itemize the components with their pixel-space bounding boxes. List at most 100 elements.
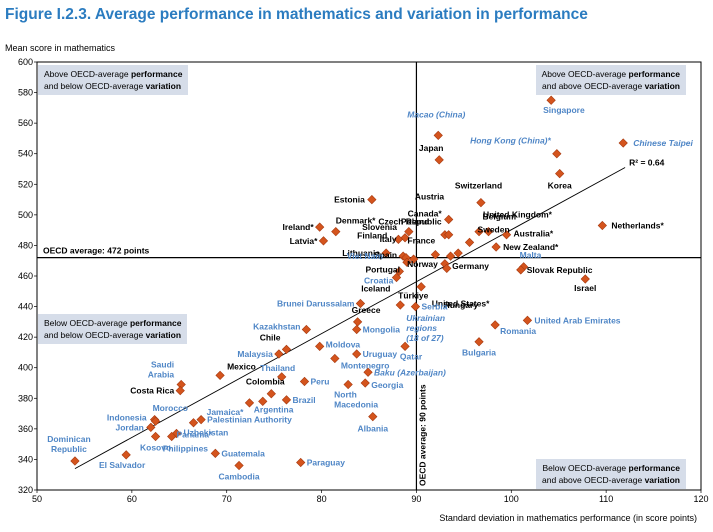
point-label: Spain [374,250,397,260]
data-point [368,412,378,422]
point-label: Brazil [292,395,315,405]
point-label: Australia* [514,229,554,239]
point-label: Austria [415,192,445,202]
x-tick-label: 80 [317,494,327,504]
point-label: Panama* [176,429,213,439]
point-label: Morocco [153,403,188,413]
point-label: Mexico [227,361,256,371]
y-tick-label: 320 [18,485,33,495]
data-point [167,431,177,442]
point-label: Kazakhstan [253,322,300,332]
data-point [476,198,486,208]
data-point [474,337,484,347]
data-point [299,376,310,387]
data-point [352,317,363,327]
point-label: Kosovo [140,443,171,453]
point-label: Greece [352,305,381,315]
y-tick-label: 540 [18,149,33,159]
y-axis-title: Mean score in mathematics [5,43,116,53]
point-label: Sweden [478,224,510,234]
point-label: Argentina [254,404,294,414]
point-label: New Zealand* [503,242,559,252]
data-point [442,263,452,273]
point-label: Baku (Azerbaijan) [374,367,446,377]
oecd-average-sd-label: OECD average: 90 points [417,384,427,486]
point-label: Poland [401,217,429,227]
data-point [281,344,292,354]
x-tick-label: 70 [222,494,232,504]
data-point [433,130,443,140]
x-tick-label: 50 [32,494,42,504]
point-label: Albania [357,424,388,434]
point-label: Indonesia [107,413,147,423]
point-label: Belgium [483,212,517,222]
y-tick-label: 560 [18,118,33,128]
point-label: Slovenia [362,222,397,232]
data-point [402,257,412,267]
data-point [394,266,404,277]
point-label: Ukrainian regions (18 of 27) [406,313,445,343]
data-point [580,274,590,284]
data-point [464,237,475,247]
data-point [301,324,312,335]
data-point [281,395,292,405]
data-point [483,227,494,237]
data-point [150,431,161,442]
point-label: Germany [452,261,489,271]
point-label: Czech Republic [378,217,442,227]
data-point [274,349,284,359]
point-label: Montenegro [341,361,390,371]
y-tick-label: 400 [18,363,33,373]
point-label: Malaysia [237,349,273,359]
data-point [501,230,512,240]
point-label: Netherlands* [611,221,664,231]
point-label: Canada* [408,208,443,218]
y-tick-label: 520 [18,179,33,189]
data-point [597,220,607,231]
data-point [171,428,182,439]
data-point [175,386,185,396]
x-tick-label: 60 [127,494,137,504]
data-point [552,149,562,159]
data-point [618,138,628,148]
y-tick-label: 420 [18,332,33,342]
point-label: Portugal [366,265,400,275]
point-label: Slovak Republic [527,265,593,275]
data-point [70,456,80,466]
point-label: United Kingdom* [483,210,553,220]
r-squared-label: R² = 0.64 [629,157,664,167]
oecd-average-score-label: OECD average: 472 points [43,246,150,256]
point-label: Hong Kong (China)* [470,136,551,146]
data-point [188,418,199,428]
data-point [381,248,391,258]
point-label: Denmark* [336,216,376,226]
data-point [400,341,410,351]
data-point [150,416,161,426]
data-point [277,372,287,382]
point-label: Uzbekistan [184,428,229,438]
point-label: Estonia [334,195,365,205]
point-label: Bulgaria [462,348,496,358]
data-point [355,298,366,309]
point-label: Philippines [163,444,209,454]
figure-title: Figure I.2.3. Average performance in mat… [5,6,588,23]
quadrant-label-top-right: Above OECD-average performance and above… [535,65,686,95]
data-point [434,155,444,165]
point-label: Qatar [400,351,423,361]
point-label: Peru [310,376,329,386]
quadrant-label-bottom-right: Below OECD-average performance and above… [536,459,686,489]
point-label: Iceland [361,284,390,294]
data-point [331,227,341,237]
data-point [360,378,370,388]
data-point [315,222,325,232]
point-label: Georgia [371,380,403,390]
data-point [444,214,454,225]
point-label: Jordan [115,422,143,432]
trend-line [74,167,626,469]
y-tick-label: 440 [18,302,33,312]
point-label: Macao (China) [407,109,465,119]
point-label: El Salvador [99,460,146,470]
data-point [318,236,329,246]
data-point [408,254,419,264]
data-point [395,300,405,310]
